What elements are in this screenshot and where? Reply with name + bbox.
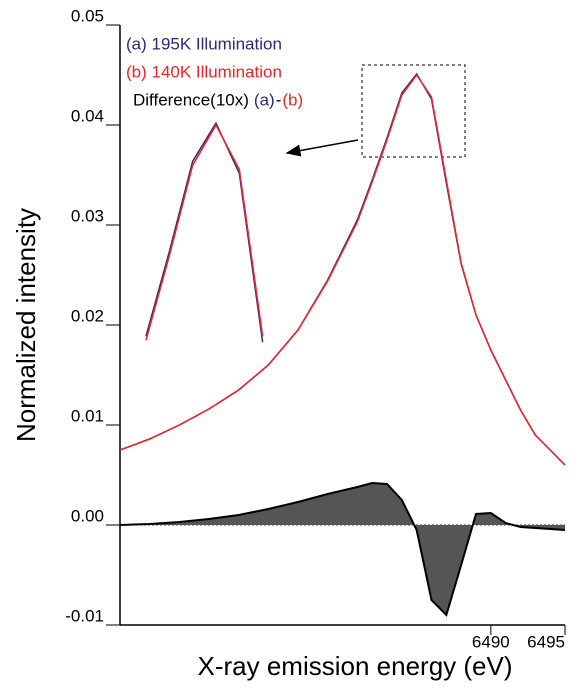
x-tick-label: 6495 [527,632,565,651]
legend-entry: (b) 140K Illumination [126,62,282,81]
legend-part: (a) [254,90,275,109]
y-tick-label: 0.00 [71,506,104,525]
y-tick-label: -0.01 [65,606,104,625]
x-axis-title: X-ray emission energy (eV) [198,651,513,681]
series-line [119,73,566,466]
zoom-box [361,64,466,158]
inset-line [145,121,264,343]
legend-part: - [276,90,282,109]
inset-line [145,123,264,341]
zoom-arrow [285,139,359,157]
y-axis-title: Normalized intensity [11,208,41,442]
legend-part: (b) [282,90,303,109]
series-line [119,481,566,617]
y-tick-label: 0.05 [71,6,104,25]
x-tick-label: 6490 [472,632,510,651]
difference-area [120,483,565,615]
y-tick-label: 0.04 [71,106,104,125]
legend-entry: (a) 195K Illumination [126,34,282,53]
legend-entry: Difference(10x) [133,90,249,109]
series-line [119,72,566,466]
y-tick-label: 0.02 [71,306,104,325]
y-tick-label: 0.01 [71,406,104,425]
y-tick-label: 0.03 [71,206,104,225]
